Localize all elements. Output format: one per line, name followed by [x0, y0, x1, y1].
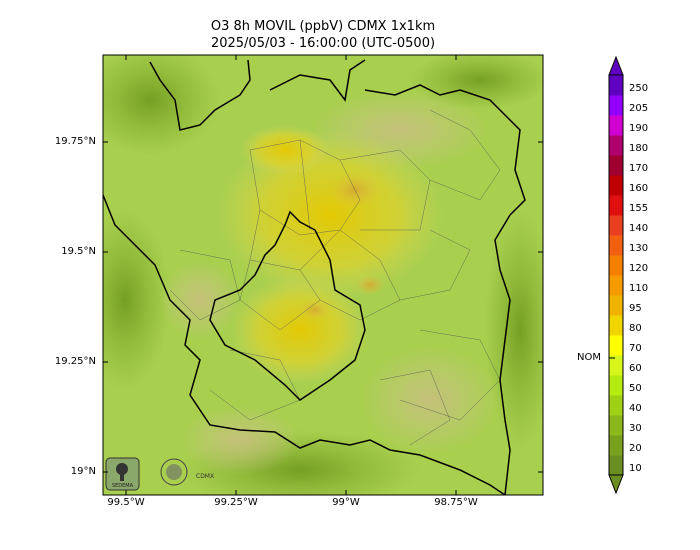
- colorbar-segment: [609, 75, 623, 96]
- colorbar-segment: [609, 435, 623, 456]
- map-area: SEDEMA CDMX: [103, 55, 543, 495]
- y-tick-label: 19.5°N: [61, 246, 96, 257]
- colorbar-segment: [609, 95, 623, 116]
- colorbar-segment: [609, 355, 623, 376]
- colorbar-tick-label: 40: [629, 403, 642, 414]
- colorbar-segment: [609, 155, 623, 176]
- colorbar-tick-label: 10: [629, 463, 642, 474]
- colorbar-segment: [609, 455, 623, 476]
- colorbar-tick-label: 80: [629, 323, 642, 334]
- colorbar-tick-label: 110: [629, 283, 649, 294]
- sedema-logo: SEDEMA: [105, 457, 140, 491]
- colorbar: [608, 55, 624, 495]
- y-tick-label: 19.25°N: [54, 356, 96, 367]
- colorbar-segment: [609, 375, 623, 396]
- terrain-green-nw: [103, 55, 220, 155]
- colorbar-segment: [609, 135, 623, 156]
- colorbar-segment: [609, 195, 623, 216]
- x-tick-label: 99°W: [332, 497, 360, 508]
- terrain-tan-sw: [180, 405, 300, 475]
- chart-title: O3 8h MOVIL (ppbV) CDMX 1x1km: [210, 19, 436, 34]
- cdmx-logo: CDMX: [160, 458, 214, 486]
- terrain-tan-w: [160, 260, 240, 340]
- colorbar-segment: [609, 175, 623, 196]
- x-tick-label: 98.75°W: [434, 497, 478, 508]
- map-frame: [102, 54, 544, 496]
- terrain-tan-se: [360, 345, 500, 455]
- svg-text:SEDEMA: SEDEMA: [112, 483, 134, 489]
- svg-text:CDMX: CDMX: [196, 473, 214, 480]
- terrain-green-w: [103, 210, 170, 390]
- state-boundaries: [103, 59, 526, 495]
- colorbar-segment: [609, 215, 623, 236]
- colorbar-segment: [609, 295, 623, 316]
- colorbar-tick-label: 180: [629, 143, 649, 154]
- colorbar-segment: [609, 275, 623, 296]
- x-tick-label: 99.25°W: [214, 497, 258, 508]
- o3-hotspot-2: [355, 275, 385, 295]
- o3-plume-north: [240, 125, 330, 175]
- x-tick-label: 99.5°W: [107, 497, 145, 508]
- colorbar-segment: [609, 415, 623, 436]
- colorbar-segment: [609, 235, 623, 256]
- colorbar-tick-label: 30: [629, 423, 642, 434]
- colorbar-tick-label: 170: [629, 163, 649, 174]
- colorbar-extend-low: [608, 474, 624, 495]
- colorbar-tick-label: 60: [629, 363, 642, 374]
- colorbar-tick-label: 20: [629, 443, 642, 454]
- colorbar-tick-label: 70: [629, 343, 642, 354]
- y-tick-label: 19°N: [70, 466, 96, 477]
- municipal-boundaries: [169, 109, 501, 446]
- colorbar-segment: [609, 395, 623, 416]
- chart-subtitle: 2025/05/03 - 16:00:00 (UTC-0500): [210, 36, 436, 51]
- colorbar-tick-label: 190: [629, 123, 649, 134]
- colorbar-frame: [608, 74, 624, 476]
- axis-ticks: [103, 55, 543, 495]
- nom-label: NOM: [577, 352, 601, 363]
- colorbar-segment: [609, 315, 623, 336]
- colorbar-segment: [609, 255, 623, 276]
- o3-hotspot-3: [300, 300, 330, 320]
- colorbar-tick-label: 205: [629, 103, 649, 114]
- colorbar-extend-high: [608, 55, 624, 76]
- colorbar-segment: [609, 115, 623, 136]
- y-tick-label: 19.75°N: [54, 136, 96, 147]
- colorbar-segment: [609, 335, 623, 356]
- colorbar-tick-label: 95: [629, 303, 642, 314]
- colorbar-tick-label: 50: [629, 383, 642, 394]
- colorbar-tick-label: 250: [629, 83, 649, 94]
- colorbar-tick-label: 160: [629, 183, 649, 194]
- colorbar-tick-label: 140: [629, 223, 649, 234]
- colorbar-tick-label: 120: [629, 263, 649, 274]
- colorbar-tick-label: 130: [629, 243, 649, 254]
- o3-plume-south: [230, 275, 370, 385]
- colorbar-tick-label: 155: [629, 203, 649, 214]
